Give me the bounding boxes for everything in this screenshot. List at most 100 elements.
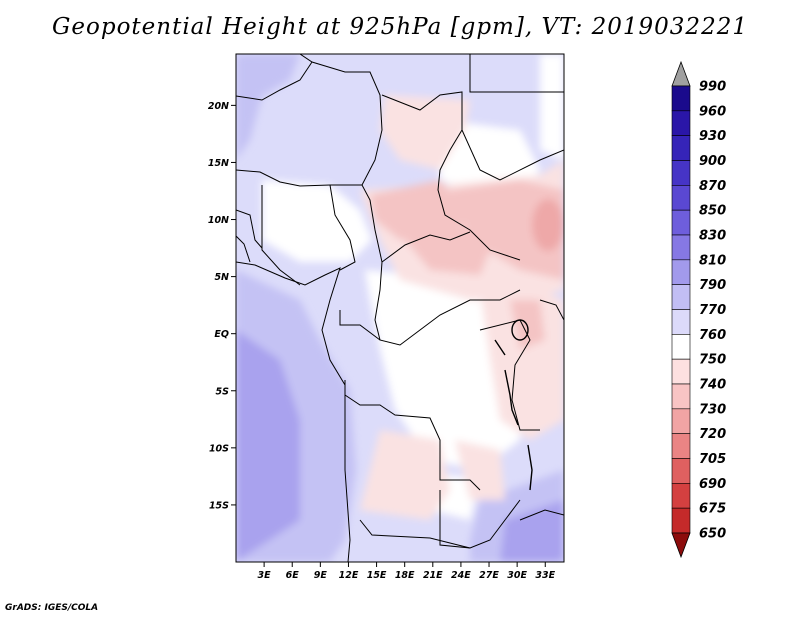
highland-deep-red [532,199,564,251]
colorbar-label: 830 [699,229,726,244]
zambia-light-red [455,440,505,500]
chad-mid-red [370,180,470,240]
map-panel [235,53,565,563]
colorbar-swatch [671,284,691,310]
colorbar-label: 720 [699,427,726,442]
ocean-deep-blue-region [236,330,300,562]
colorbar-label: 690 [699,477,726,492]
colorbar-swatch [671,135,691,161]
colorbar-label: 790 [699,278,726,293]
border-zambia [439,490,521,549]
x-tick-label: 12E [339,570,359,581]
colorbar-label: 850 [699,204,726,219]
colorbar-label: 650 [699,527,726,542]
colorbar-label: 760 [699,328,726,343]
border-congo-north [374,261,521,346]
colorbar-swatch [671,334,691,360]
border-drc-angola [344,394,481,491]
border-sudan-ethiopia [461,129,564,181]
colorbar-label: 770 [699,303,726,318]
colorbar-swatch [671,483,691,509]
colorbar-label: 675 [699,502,726,517]
y-tick-label: 20N [208,101,229,112]
border-niger-chad [299,54,383,263]
x-tick-label: 27E [479,570,499,581]
angola-light-red [360,430,450,520]
colorbar-swatch [671,309,691,335]
software-credit: GrADS: IGES/COLA [5,603,99,613]
colorbar-swatch [671,185,691,211]
se-deep-blue-region [500,500,564,562]
border-mozambique [519,509,564,521]
colorbar-swatch [671,433,691,459]
border-chad-car [381,231,471,263]
colorbar-swatch [671,110,691,136]
west-africa-white [262,180,372,262]
colorbar-label: 930 [699,129,726,144]
border-sahara-west [236,61,313,101]
colorbar-label: 990 [699,80,726,95]
x-tick-label: 9E [314,570,328,581]
country-borders [236,54,564,562]
map-title: Geopotential Height at 925hPa [gpm], VT:… [52,14,748,40]
lake-victoria [511,319,529,341]
colorbar-swatch [671,358,691,385]
border-egypt-sudan [469,54,564,93]
border-sahel-west [236,169,362,187]
lake-malawi [527,444,533,491]
x-tick-label: 21E [423,570,443,581]
colorbar-swatch [671,408,691,434]
colorbar-swatch [671,259,691,285]
car-mid-red [405,225,490,275]
colorbar-swatch [671,234,691,261]
lake-tanganyika [504,369,519,426]
x-tick-label: 6E [286,570,300,581]
x-tick-label: 3E [258,570,272,581]
ne-white-region [540,54,564,160]
colorbar-swatch [671,507,691,534]
colorbar-swatch [671,160,691,186]
colorbar-swatch [671,209,691,236]
x-tick-label: 33E [535,570,555,581]
y-tick-label: 5S [216,386,230,397]
border-namibia [359,519,471,549]
sudan-light-red [380,95,470,170]
colorbar-label: 705 [699,452,726,467]
coastline-gulf-of-guinea [236,261,346,386]
colorbar-swatch [671,383,691,410]
border-kenya [539,299,564,321]
border-atlantic-coast [344,380,351,562]
x-tick-label: 30E [507,570,527,581]
congo-white-region [365,270,520,470]
colorbar-label: 900 [699,154,726,169]
border-liberia [236,209,263,249]
lake-albert [494,339,506,356]
colorbar-swatch [671,458,691,484]
colorbar-label: 750 [699,353,726,368]
coastline-west [236,235,251,263]
map-frame [235,53,565,563]
ethiopia-mid-red [450,180,564,280]
x-tick-label: 15E [367,570,387,581]
colorbar-label: 740 [699,378,726,393]
border-gabon [339,310,381,341]
border-nigeria-east [329,184,356,271]
x-axis: 3E 6E 9E 12E 15E 18E 21E 24E 27E 30E 33E [258,562,556,581]
y-tick-label: 10S [209,443,229,454]
y-tick-label: 5N [214,272,229,283]
y-axis: 20N 15N 10N 5N EQ 5S 10S 15S [208,101,236,511]
x-tick-label: 18E [395,570,415,581]
x-tick-label: 24E [451,570,471,581]
colorbar-label: 730 [699,402,726,417]
y-tick-label: 15S [209,500,229,511]
colorbar-label: 960 [699,104,726,119]
nw-blue-region [236,54,300,160]
colorbar: 990 960 930 900 870 850 830 810 790 770 760 750 740 7… [671,60,726,559]
y-tick-label: 15N [208,158,229,169]
colorbar-label: 870 [699,179,726,194]
border-chad-sudan-car [381,91,521,261]
border-coastal-west [261,185,301,286]
colorbar-label: 810 [699,253,726,268]
y-tick-label: EQ [214,329,229,340]
